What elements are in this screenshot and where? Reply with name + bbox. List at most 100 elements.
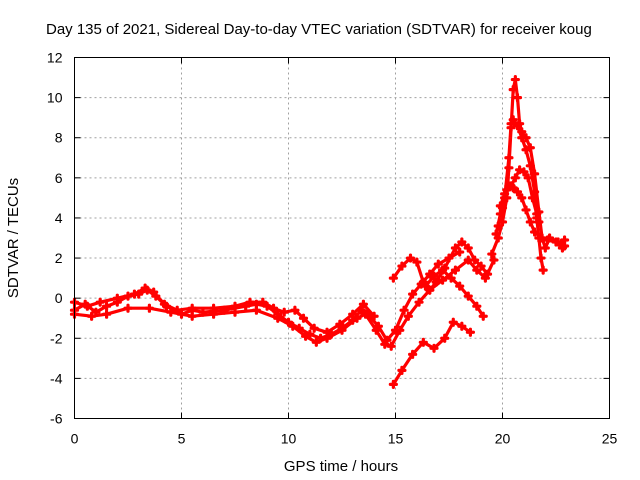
data-point-marker [536, 233, 546, 243]
data-point-marker [273, 313, 283, 323]
data-point-marker [209, 303, 219, 313]
data-point-marker [322, 327, 332, 337]
data-point-marker [536, 253, 546, 263]
data-point-marker [472, 301, 482, 311]
data-point-marker [448, 317, 458, 327]
series-line-trace-b [72, 258, 487, 348]
data-point-marker [380, 339, 390, 349]
x-tick-label: 20 [495, 431, 511, 447]
x-tick-label: 0 [71, 431, 79, 447]
data-point-marker [258, 297, 268, 307]
data-point-marker [510, 173, 520, 183]
data-point-marker [87, 311, 97, 321]
data-point-marker [433, 259, 443, 269]
data-point-marker [112, 293, 122, 303]
chart-series-group [69, 74, 570, 390]
data-point-marker [482, 269, 493, 279]
data-point-marker [431, 277, 441, 287]
data-point-marker [408, 349, 418, 359]
data-point-marker [123, 303, 133, 313]
data-point-marker [95, 297, 105, 307]
data-point-marker [102, 301, 112, 311]
data-point-marker [540, 243, 550, 253]
data-point-marker [542, 235, 553, 245]
data-point-marker [230, 301, 240, 311]
data-point-marker [397, 261, 407, 271]
data-point-marker [279, 307, 289, 317]
data-point-marker [412, 257, 422, 267]
data-point-marker [500, 189, 510, 199]
data-point-marker [455, 247, 465, 257]
data-point-marker [298, 313, 309, 323]
data-point-marker [408, 289, 418, 299]
data-point-marker [268, 303, 279, 313]
data-point-marker [352, 313, 362, 323]
data-point-marker [508, 115, 518, 125]
data-point-marker [360, 309, 371, 319]
data-point-marker [386, 341, 396, 351]
data-point-marker [397, 365, 407, 375]
data-point-marker [559, 235, 570, 245]
data-point-marker [476, 261, 486, 271]
data-point-marker [437, 265, 448, 275]
data-point-marker [149, 287, 159, 297]
x-axis-label: GPS time / hours [284, 458, 398, 475]
data-point-marker [429, 271, 439, 281]
data-point-marker [512, 93, 523, 103]
data-point-marker [519, 167, 529, 177]
data-point-marker [335, 319, 345, 329]
x-tick-label: 5 [178, 431, 186, 447]
data-point-marker [493, 221, 503, 231]
y-tick-label: -2 [50, 330, 63, 346]
data-point-marker [508, 183, 518, 193]
data-point-marker [463, 291, 473, 301]
data-point-marker [187, 311, 197, 321]
data-point-marker [82, 301, 92, 311]
data-point-marker [534, 217, 544, 227]
data-point-marker [187, 303, 197, 313]
plot-frame [74, 57, 610, 419]
data-point-marker [557, 243, 568, 253]
data-point-marker [405, 253, 416, 263]
data-point-marker [309, 323, 319, 333]
data-point-marker [504, 153, 514, 163]
data-point-marker [437, 275, 448, 285]
series-line-trace-d [391, 320, 472, 386]
data-point-marker [512, 187, 523, 197]
data-point-marker [457, 321, 467, 331]
chart-title: Day 135 of 2021, Sidereal Day-to-day VTE… [46, 21, 592, 38]
data-point-marker [525, 217, 535, 227]
chart-grid [74, 57, 610, 419]
data-point-marker [420, 281, 431, 291]
y-tick-label: 8 [55, 130, 63, 146]
data-point-marker [491, 229, 501, 239]
data-point-marker [358, 299, 368, 309]
data-point-marker [388, 273, 398, 283]
data-point-marker [371, 325, 381, 335]
data-point-marker [403, 311, 413, 321]
data-point-marker [311, 337, 321, 347]
data-point-marker [102, 309, 112, 319]
data-point-marker [510, 74, 520, 85]
data-point-marker [530, 227, 540, 237]
data-point-marker [450, 265, 461, 275]
y-tick-label: -6 [50, 411, 63, 427]
data-point-marker [472, 265, 482, 275]
y-tick-label: 0 [55, 290, 63, 306]
data-point-marker [348, 309, 358, 319]
data-point-marker [551, 237, 561, 247]
data-point-marker [288, 321, 298, 331]
y-tick-label: 6 [55, 170, 63, 186]
data-point-marker [388, 379, 398, 390]
data-point-marker [532, 209, 542, 219]
data-point-marker [166, 307, 176, 317]
x-tick-label: 15 [388, 431, 404, 447]
data-point-marker [525, 161, 535, 171]
x-tick-label: 25 [602, 431, 618, 447]
data-point-marker [144, 303, 154, 313]
data-point-marker [446, 273, 456, 283]
data-point-marker [414, 297, 424, 307]
chart-ticks: 0 5 10 15 20 25 -6 -4 -2 0 2 4 6 8 10 12 [47, 50, 618, 447]
data-point-marker [455, 281, 465, 291]
